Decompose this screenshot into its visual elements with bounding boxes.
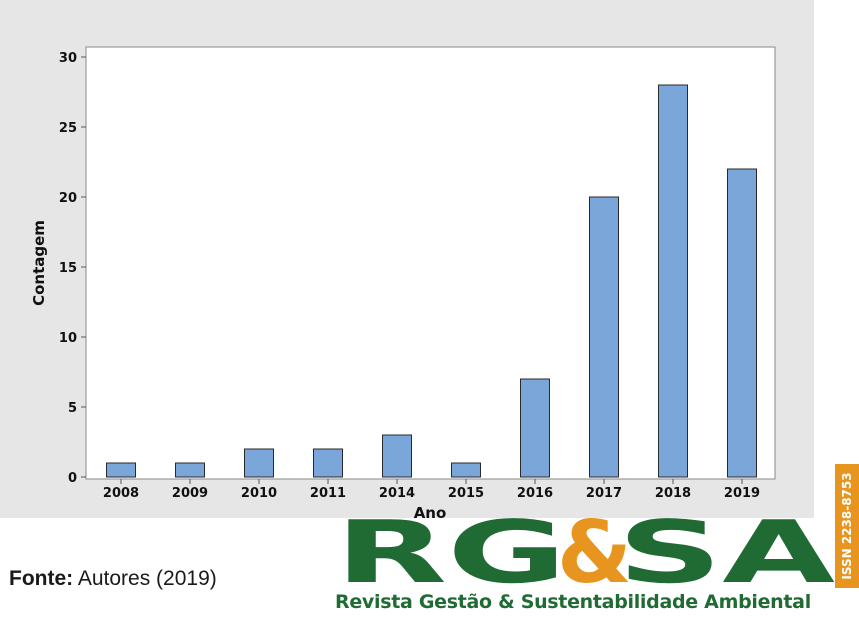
bar-2009	[175, 462, 205, 478]
bar-2018	[658, 84, 688, 478]
bar-2010	[244, 448, 274, 478]
x-tick-label: 2011	[310, 486, 346, 501]
bar-2017	[589, 196, 619, 478]
bar-2014	[382, 434, 412, 478]
bar-2008	[106, 462, 136, 478]
logo-letters-green: RG SA	[335, 518, 836, 590]
x-tick-label: 2014	[379, 486, 415, 501]
bar-2011	[313, 448, 343, 478]
figure-caption: Fonte: Autores (2019)	[9, 567, 217, 591]
journal-logo: RG SA & Revista Gestão & Sustentabilidad…	[335, 464, 859, 618]
logo-issn-badge: ISSN 2238-8753	[835, 464, 859, 588]
y-tick-label: 30	[59, 51, 77, 66]
x-tick-label: 2018	[655, 486, 691, 501]
bar-2019	[727, 168, 757, 478]
y-tick-label: 5	[68, 401, 77, 416]
x-tick-label: 2009	[172, 486, 208, 501]
y-tick-label: 20	[59, 191, 77, 206]
y-tick-label: 25	[59, 121, 77, 136]
x-tick-label: 2015	[448, 486, 484, 501]
logo-ampersand: &	[557, 518, 632, 590]
y-axis-title: Contagem	[30, 220, 48, 306]
logo-issn-text: ISSN 2238-8753	[840, 472, 854, 580]
x-tick-label: 2016	[517, 486, 553, 501]
y-tick-label: 10	[59, 331, 77, 346]
bar-2016	[520, 378, 550, 478]
chart-panel: 2008 2009 2010 2011 2014 2015 2016 2017 2018 2019…	[0, 0, 814, 518]
x-tick-label: 2017	[586, 486, 622, 501]
bar-2015	[451, 462, 481, 478]
caption-label: Fonte:	[9, 567, 74, 590]
y-tick-label: 0	[68, 471, 77, 486]
bar-chart: 2008 2009 2010 2011 2014 2015 2016 2017 2018 2019…	[30, 46, 776, 518]
logo-tagline: Revista Gestão & Sustentabilidade Ambien…	[335, 591, 811, 613]
rgsa-logo-mark: RG SA &	[335, 518, 836, 590]
x-tick-label: 2010	[241, 486, 277, 501]
x-tick-label: 2019	[724, 486, 760, 501]
x-tick-label: 2008	[103, 486, 139, 501]
y-tick-label: 15	[59, 261, 77, 276]
caption-text: Autores (2019)	[73, 567, 217, 590]
x-axis-title: Ano	[414, 504, 447, 518]
